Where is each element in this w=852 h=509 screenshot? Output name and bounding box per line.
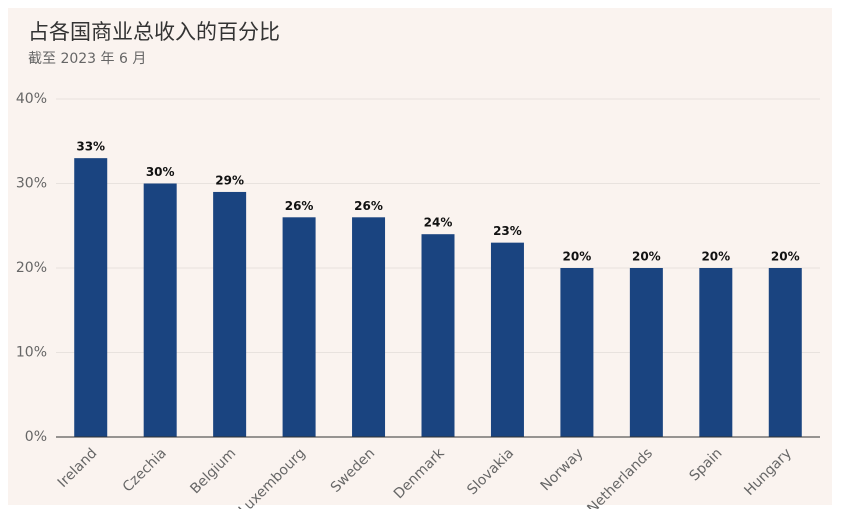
value-label: 24% (424, 216, 453, 230)
bar (282, 217, 316, 437)
value-label: 29% (215, 173, 244, 187)
value-label: 26% (354, 199, 383, 213)
value-label: 30% (146, 165, 175, 179)
value-label: 20% (563, 250, 592, 264)
value-label: 23% (493, 224, 522, 238)
bar (490, 242, 524, 437)
y-tick-label: 0% (25, 429, 47, 445)
bar (213, 191, 247, 437)
bar (560, 268, 594, 437)
bar (421, 234, 455, 437)
bar (699, 268, 733, 437)
bar (768, 268, 802, 437)
bar (629, 268, 663, 437)
y-tick-label: 40% (16, 91, 47, 107)
bar (352, 217, 386, 437)
value-label: 20% (701, 250, 730, 264)
value-label: 33% (76, 140, 105, 154)
bar (143, 183, 177, 437)
chart-title: 占各国商业总收入的百分比 (28, 20, 280, 44)
value-label: 26% (285, 199, 314, 213)
value-label: 20% (771, 250, 800, 264)
chart-subtitle: 截至 2023 年 6 月 (28, 51, 146, 67)
value-label: 20% (632, 250, 661, 264)
y-tick-label: 30% (16, 176, 47, 192)
bar (74, 158, 108, 437)
y-tick-label: 20% (16, 260, 47, 276)
y-tick-label: 10% (16, 345, 47, 361)
